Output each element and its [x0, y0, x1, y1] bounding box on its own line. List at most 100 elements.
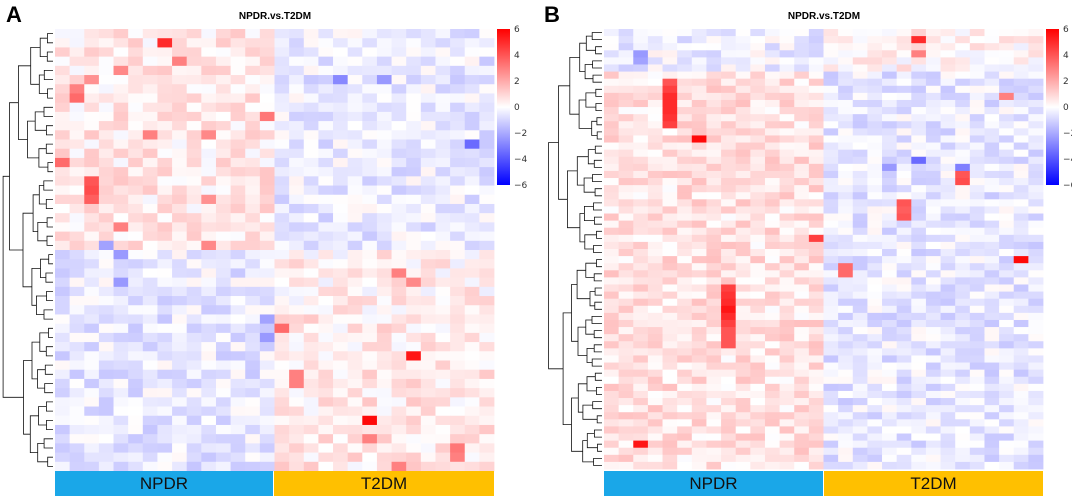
heatmap-cell	[435, 296, 451, 306]
heatmap-cell	[464, 38, 480, 48]
heatmap-cell	[764, 447, 780, 456]
heatmap-cell	[230, 38, 246, 48]
heatmap-cell	[662, 213, 678, 222]
dendrogram-link	[593, 458, 602, 466]
heatmap-cell	[808, 29, 824, 37]
heatmap-cell	[647, 192, 663, 200]
heatmap-cell	[347, 29, 363, 39]
heatmap-cell	[852, 419, 868, 427]
heatmap-cell	[69, 443, 85, 453]
heatmap-cell	[882, 454, 898, 463]
heatmap-cell	[362, 452, 378, 463]
heatmap-cell	[113, 461, 129, 472]
heatmap-cell	[794, 461, 810, 470]
heatmap-cell	[940, 220, 956, 229]
heatmap-cell	[823, 454, 839, 463]
heatmap-cell	[128, 268, 144, 279]
heatmap-cell	[662, 192, 678, 200]
heatmap-cell	[735, 291, 751, 300]
heatmap-cell	[662, 433, 678, 442]
heatmap-cell	[896, 312, 912, 321]
heatmap-cell	[98, 406, 114, 417]
heatmap-cell	[662, 142, 678, 151]
heatmap-cell	[808, 440, 824, 449]
heatmap-cell	[113, 222, 129, 232]
heatmap-cell	[750, 114, 766, 122]
heatmap-cell	[969, 199, 985, 207]
heatmap-cell	[647, 170, 663, 179]
heatmap-cell	[940, 440, 956, 449]
heatmap-cell	[1013, 206, 1029, 214]
heatmap-cell	[852, 447, 868, 456]
heatmap-cell	[376, 176, 392, 186]
heatmap-cell	[735, 227, 751, 236]
heatmap-cell	[955, 419, 971, 427]
heatmap-cell	[406, 130, 422, 140]
dendrogram-link	[592, 74, 602, 83]
heatmap-cell	[633, 327, 649, 335]
heatmap-cell	[882, 412, 898, 420]
dendrogram-link	[37, 222, 48, 242]
heatmap-cell	[391, 452, 407, 463]
heatmap-cell	[245, 148, 261, 159]
heatmap-cell	[750, 135, 766, 143]
heatmap-cell	[852, 149, 868, 158]
heatmap-cell	[735, 192, 751, 200]
heatmap-cell	[867, 305, 883, 314]
heatmap-cell	[750, 305, 766, 314]
heatmap-cell	[274, 305, 290, 315]
heatmap-cell	[157, 194, 173, 205]
heatmap-cell	[464, 130, 480, 140]
heatmap-cell	[245, 102, 261, 113]
heatmap-cell	[984, 376, 1000, 385]
heatmap-cell	[999, 461, 1015, 470]
heatmap-cell	[479, 130, 495, 140]
heatmap-cell	[362, 268, 378, 279]
heatmap-cell	[721, 447, 737, 456]
heatmap-cell	[1028, 149, 1044, 158]
heatmap-cell	[435, 102, 451, 113]
heatmap-cell	[230, 65, 246, 76]
heatmap-cell	[604, 107, 620, 115]
heatmap-cell	[201, 305, 217, 315]
heatmap-cell	[98, 139, 114, 150]
heatmap-cell	[691, 185, 707, 193]
heatmap-cell	[838, 277, 854, 285]
heatmap-cell	[896, 277, 912, 285]
heatmap-cell	[245, 84, 261, 94]
heatmap-cell	[406, 397, 422, 407]
heatmap-cell	[633, 298, 649, 307]
heatmap-cell	[955, 128, 971, 136]
heatmap-cell	[435, 461, 451, 472]
heatmap-cell	[677, 92, 693, 101]
heatmap-cell	[1028, 135, 1044, 143]
heatmap-cell	[706, 298, 722, 307]
heatmap-cell	[882, 192, 898, 200]
heatmap-cell	[779, 192, 795, 200]
heatmap-cell	[721, 405, 737, 413]
heatmap-cell	[838, 142, 854, 151]
heatmap-cell	[647, 298, 663, 307]
heatmap-cell	[347, 452, 363, 463]
heatmap-cell	[362, 305, 378, 315]
heatmap-cell	[750, 163, 766, 172]
heatmap-cell	[764, 36, 780, 44]
colorbar-tick-label: 0	[1063, 103, 1069, 113]
heatmap-cell	[347, 231, 363, 242]
heatmap-cell	[303, 93, 319, 104]
heatmap-cell	[245, 424, 261, 435]
heatmap-cell	[750, 71, 766, 80]
heatmap-cell	[128, 130, 144, 140]
heatmap-cell	[1028, 348, 1044, 356]
heatmap-cell	[721, 419, 737, 427]
heatmap-cell	[347, 259, 363, 269]
heatmap-cell	[955, 241, 971, 250]
heatmap-cell	[896, 64, 912, 72]
heatmap-cell	[677, 270, 693, 278]
heatmap-cell	[289, 130, 305, 140]
heatmap-cell	[362, 222, 378, 232]
heatmap-cell	[259, 277, 275, 288]
heatmap-cell	[604, 327, 620, 335]
heatmap-cell	[691, 305, 707, 314]
heatmap-cell	[245, 323, 261, 334]
